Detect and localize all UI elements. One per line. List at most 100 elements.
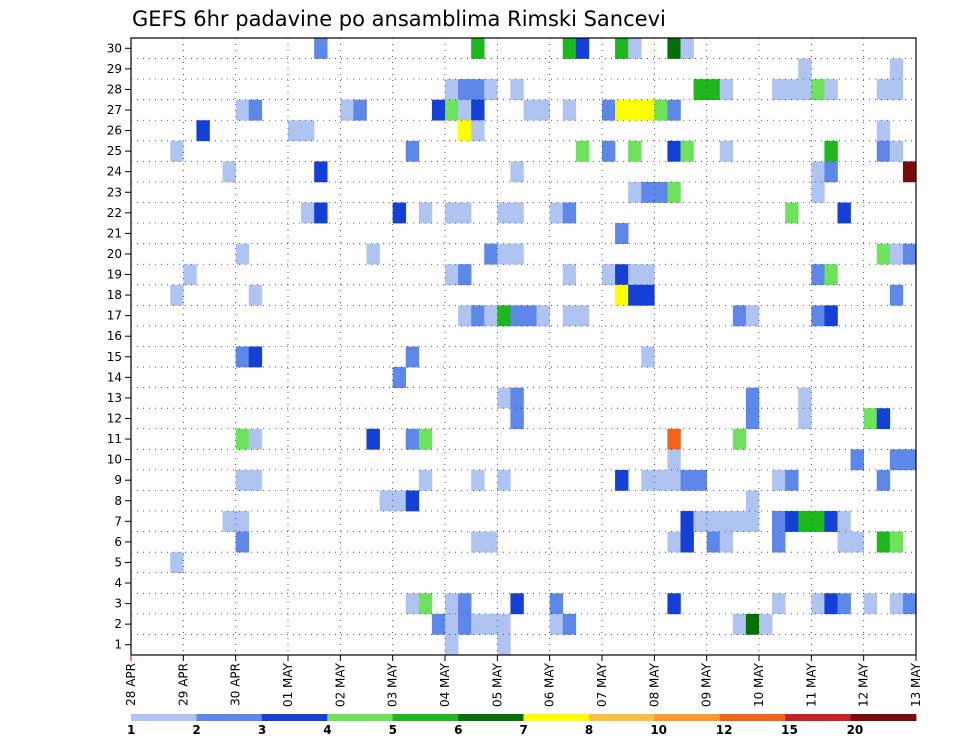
- heatmap-cell: [431, 99, 446, 121]
- heatmap-cell: [562, 99, 577, 121]
- heatmap-cell: [445, 634, 459, 656]
- heatmap-cell: [641, 346, 655, 368]
- heatmap-cell: [719, 511, 734, 532]
- heatmap-cell: [183, 264, 197, 286]
- y-tick-label: 30: [107, 41, 122, 55]
- heatmap-cell: [772, 469, 786, 491]
- heatmap-cell: [889, 243, 904, 265]
- heatmap-cell: [458, 79, 472, 100]
- heatmap-cell: [235, 469, 250, 491]
- y-tick-label: 25: [107, 144, 122, 158]
- colorbar-label: 5: [389, 723, 397, 737]
- heatmap-cell: [471, 531, 485, 553]
- heatmap-cell: [510, 79, 524, 100]
- heatmap-cell: [458, 202, 472, 224]
- heatmap-cell: [484, 613, 498, 635]
- heatmap-cell: [680, 469, 694, 491]
- heatmap-cell: [510, 593, 524, 615]
- heatmap-cell: [458, 305, 472, 327]
- colorbar-label: 10: [650, 723, 667, 737]
- y-tick-label: 5: [114, 555, 122, 569]
- heatmap-cell: [458, 613, 472, 635]
- heatmap-cell: [602, 264, 616, 286]
- heatmap-cell: [170, 284, 184, 306]
- y-tick-label: 18: [107, 288, 122, 302]
- y-tick-label: 9: [114, 473, 122, 487]
- heatmap-cell: [471, 99, 485, 121]
- heatmap-cell: [824, 593, 838, 615]
- y-tick-label: 3: [114, 597, 122, 611]
- y-tick-label: 28: [107, 82, 122, 96]
- heatmap-cell: [248, 428, 263, 450]
- heatmap-cell: [889, 284, 904, 306]
- x-axis: 28 APR 29 APR 30 APR 01 MAY 02 MAY 03 MAY 04 M…: [124, 655, 923, 707]
- heatmap-cell: [667, 449, 681, 471]
- x-tick-label: 05 MAY: [490, 662, 504, 707]
- heatmap-cell: [798, 387, 812, 409]
- heatmap-cell: [458, 264, 472, 286]
- heatmap-cell: [811, 161, 825, 183]
- heatmap-cell: [837, 202, 851, 224]
- heatmap-cell: [745, 613, 760, 635]
- y-tick-label: 14: [107, 370, 122, 384]
- heatmap-cell: [301, 202, 315, 224]
- heatmap-cell: [392, 490, 407, 512]
- y-tick-label: 12: [107, 411, 122, 425]
- heatmap-cell: [405, 490, 420, 512]
- heatmap-cell: [824, 161, 838, 183]
- y-tick-label: 19: [107, 268, 122, 282]
- heatmap-cell: [798, 79, 812, 100]
- heatmap-cell: [445, 593, 459, 615]
- heatmap-cell: [405, 140, 420, 162]
- colorbar-swatch: [131, 714, 197, 721]
- heatmap-cell: [837, 531, 851, 553]
- heatmap-cell: [562, 613, 577, 635]
- heatmap-cell: [431, 613, 446, 635]
- heatmap-cell: [549, 202, 564, 224]
- y-tick-label: 15: [107, 350, 122, 364]
- heatmap-cell: [850, 531, 864, 553]
- heatmap-cell: [615, 99, 629, 121]
- heatmap-cell: [602, 140, 616, 162]
- heatmap-cell: [719, 140, 734, 162]
- heatmap-cell: [235, 99, 250, 121]
- heatmap-cell: [497, 387, 511, 409]
- y-tick-label: 26: [107, 124, 122, 138]
- heatmap-cell: [719, 79, 734, 100]
- heatmap-cell: [902, 161, 917, 183]
- heatmap-cell: [235, 346, 250, 368]
- colorbar-label: 7: [520, 723, 528, 737]
- colorbar-label: 20: [847, 723, 864, 737]
- heatmap-cell: [876, 408, 891, 430]
- heatmap-cell: [628, 38, 642, 59]
- heatmap-cell: [248, 99, 263, 121]
- heatmap-cell: [798, 511, 812, 532]
- x-tick-label: 02 MAY: [333, 662, 347, 707]
- heatmap-cell: [876, 243, 891, 265]
- heatmap-cell: [706, 511, 721, 532]
- colorbar-label: 8: [585, 723, 593, 737]
- y-axis: 1234567891011121314151617181920212223242…: [107, 41, 131, 652]
- heatmap-cell: [667, 140, 681, 162]
- heatmap-cell: [732, 428, 747, 450]
- x-tick-label: 09 MAY: [700, 662, 714, 707]
- heatmap-cells: [170, 38, 917, 656]
- heatmap-cell: [785, 469, 799, 491]
- heatmap-cell: [471, 38, 485, 59]
- heatmap-cell: [471, 613, 485, 635]
- heatmap-cell: [471, 469, 485, 491]
- colorbar-label: 12: [716, 723, 733, 737]
- heatmap-cell: [314, 161, 328, 183]
- heatmap-cell: [549, 593, 564, 615]
- heatmap-cell: [902, 593, 917, 615]
- heatmap-cell: [549, 613, 564, 635]
- x-tick-label: 13 MAY: [909, 662, 923, 707]
- heatmap-cell: [471, 79, 485, 100]
- heatmap-cell: [641, 99, 655, 121]
- colorbar-swatch: [785, 714, 851, 721]
- heatmap-cell: [902, 449, 917, 471]
- heatmap-cell: [745, 408, 760, 430]
- heatmap-cell: [641, 469, 655, 491]
- heatmap-cell: [170, 552, 184, 574]
- heatmap-cell: [170, 140, 184, 162]
